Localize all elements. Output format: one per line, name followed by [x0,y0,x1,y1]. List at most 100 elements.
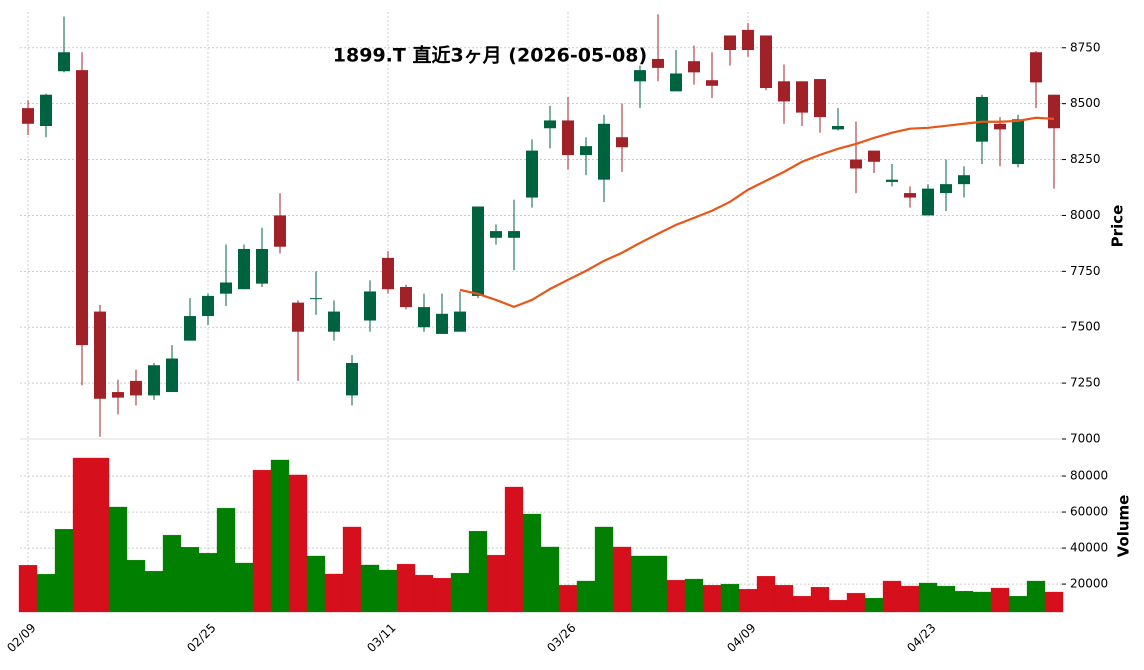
volume-bar [432,577,452,613]
volume-bar [990,587,1010,613]
volume-bar [90,457,110,613]
candle-body [166,358,178,393]
y-tick-label: 8750 [1070,40,1101,54]
candle-body [274,215,286,247]
x-tick-label: 03/26 [544,621,578,655]
volume-bar [936,585,956,613]
y-tick-label: 7750 [1070,264,1101,278]
volume-bar [504,486,524,613]
candle-body [652,58,664,68]
volume-bar [414,574,434,613]
volume-bar [954,590,974,613]
volume-bar [234,562,254,613]
volume-bar [342,526,362,613]
candle-body [850,159,862,169]
volume-bar [396,563,416,613]
candle-body [706,80,718,86]
volume-bar [594,526,614,613]
volume-bar [810,586,830,613]
chart-title: 1899.T 直近3ヶ月 (2026-05-08) [333,44,647,67]
volume-bar [738,588,758,613]
candle-body [922,188,934,216]
volume-bar [18,565,38,613]
volume-bar [720,583,740,613]
candle-body [580,146,592,156]
y-tick-label: 20000 [1070,577,1108,591]
volume-bar [792,596,812,613]
volume-bar [54,529,74,613]
volume-bar [864,597,884,613]
candle-body [184,316,196,341]
volume-bar [558,585,578,613]
volume-bar [252,469,272,613]
y-tick-label: 7000 [1070,432,1101,446]
volume-bar [1026,580,1046,613]
y-tick-label: 7500 [1070,320,1101,334]
volume-bar [576,580,596,613]
candle-body [436,313,448,334]
volume-bar [324,573,344,613]
candle-body [976,96,988,142]
price-axis-label: Price [1109,205,1127,248]
volume-bar [486,554,506,613]
volume-bar [774,585,794,613]
candle-body [328,311,340,332]
volume-bar [198,552,218,613]
plot: 7000 7250 7500 7750 8000 8250 8500 8750 20000 400… [4,12,1108,655]
x-tick-label: 03/11 [364,621,398,655]
candle-body [616,137,628,148]
candle-body [832,126,844,130]
volume-bar [630,555,650,613]
candle-body [256,248,268,284]
volume-bar [36,574,56,613]
candle-body [724,35,736,51]
candle-body [868,150,880,162]
x-tick-label: 04/09 [724,621,758,655]
volume-bar [216,507,236,613]
candle-body [346,362,358,396]
candle-body [400,286,412,308]
candle-body [886,179,898,182]
candle-body [1012,119,1024,165]
candle-body [472,206,484,296]
candle-body [202,295,214,317]
volume-bar [450,572,470,613]
candle-body [310,298,322,300]
candle-body [364,291,376,321]
y-tick-label: 7250 [1070,376,1101,390]
candle-body [508,231,520,238]
volume-bar [666,579,686,613]
candle-body [958,175,970,185]
volume-bar [612,546,632,613]
x-tick-label: 02/25 [184,621,218,655]
candle-body [76,70,88,346]
volume-bar [180,547,200,613]
candle-body [796,81,808,113]
x-tick-label: 02/09 [4,621,38,655]
candle-body [760,35,772,89]
volume-bar [72,457,92,613]
volume-bar [306,555,326,613]
volume-axis-label: Volume [1115,495,1133,558]
candle-body [814,79,826,118]
candle-body [418,307,430,328]
volume-bar [378,569,398,613]
y-tick-label: 8000 [1070,208,1101,222]
x-tick-label: 04/23 [904,621,938,655]
volume-bar [468,530,488,613]
candle-body [22,108,34,124]
candle-body [904,193,916,198]
volume-bar [918,582,938,613]
volume-bar [126,559,146,613]
candle-body [130,380,142,396]
volume-bar [1044,591,1064,613]
volume-bar [108,506,128,613]
candle-body [1048,94,1060,129]
candle-body [292,302,304,332]
candle-body [94,311,106,399]
candle-body [40,94,52,127]
candle-body [544,120,556,129]
y-tick-label: 80000 [1070,469,1108,483]
candle-body [940,184,952,194]
